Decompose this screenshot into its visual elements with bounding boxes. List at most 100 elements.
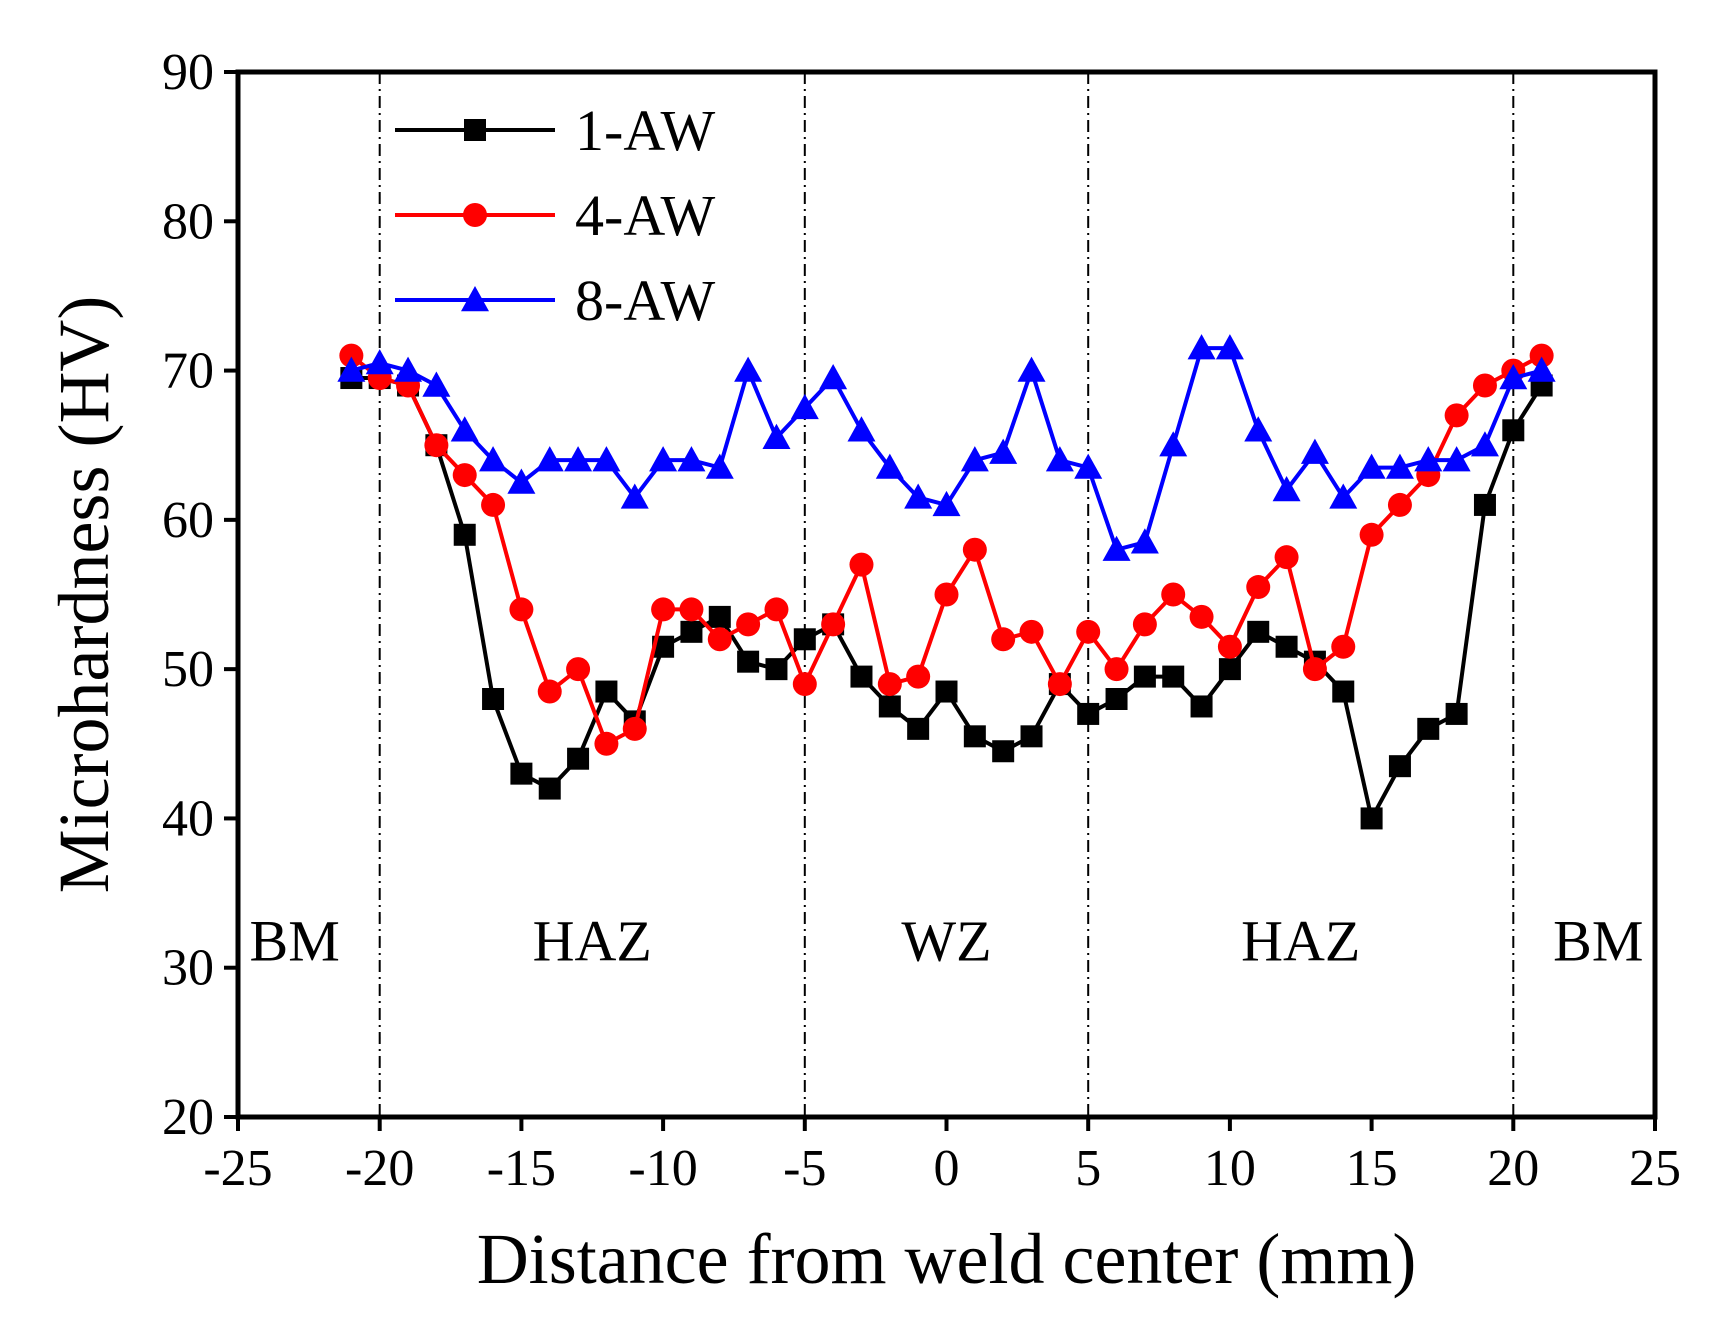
- data-point: [1385, 453, 1414, 479]
- data-point: [821, 612, 846, 637]
- data-point: [481, 492, 506, 517]
- data-point: [962, 537, 987, 562]
- data-point: [1300, 438, 1329, 464]
- data-point: [1074, 453, 1103, 479]
- data-point: [622, 716, 647, 741]
- legend-label: 4-AW: [575, 183, 716, 248]
- data-point: [507, 468, 536, 494]
- data-point: [1190, 695, 1213, 718]
- y-tick-label: 60: [162, 492, 214, 549]
- data-point: [1331, 634, 1356, 659]
- data-point: [1020, 725, 1043, 748]
- series-layer: [337, 334, 1556, 830]
- data-point: [1274, 545, 1299, 570]
- x-tick-label: 25: [1629, 1140, 1681, 1197]
- x-tick-label: -15: [487, 1140, 556, 1197]
- data-point: [1357, 453, 1386, 479]
- data-point: [1529, 343, 1554, 368]
- series-8-AW: [337, 334, 1556, 561]
- y-axis-title: Microhardness (HV): [44, 296, 124, 894]
- data-point: [932, 490, 961, 517]
- data-point: [337, 356, 366, 382]
- data-point: [592, 446, 621, 472]
- data-point: [1105, 688, 1128, 710]
- data-point: [679, 597, 704, 622]
- data-point: [992, 740, 1015, 763]
- legend-marker: [461, 286, 489, 312]
- data-point: [708, 605, 731, 628]
- series-line: [350, 346, 1543, 552]
- data-point: [1159, 431, 1188, 457]
- data-point: [906, 664, 931, 689]
- data-point: [790, 393, 819, 420]
- y-tick-label: 50: [162, 641, 214, 698]
- data-point: [1246, 575, 1271, 600]
- data-point: [1215, 334, 1244, 360]
- data-point: [594, 731, 619, 756]
- data-point: [1217, 634, 1242, 659]
- region-label: BM: [1553, 908, 1643, 973]
- data-point: [394, 356, 423, 382]
- data-point: [1017, 356, 1046, 382]
- series-4-AW: [339, 343, 1554, 756]
- data-point: [1045, 446, 1074, 472]
- data-point: [849, 552, 874, 577]
- data-point: [1130, 528, 1159, 554]
- data-point: [1444, 403, 1469, 428]
- data-point: [567, 747, 590, 770]
- data-point: [762, 423, 791, 449]
- data-point: [510, 762, 533, 785]
- data-point: [452, 463, 477, 488]
- data-point: [595, 680, 618, 703]
- x-tick-label: -10: [628, 1140, 697, 1197]
- data-point: [707, 627, 732, 652]
- data-point: [537, 679, 562, 704]
- data-point: [1133, 665, 1156, 688]
- region-boundary-lines: [378, 72, 1515, 1117]
- data-point: [1247, 620, 1270, 643]
- legend-label: 8-AW: [575, 268, 716, 333]
- data-point: [991, 627, 1016, 652]
- data-point: [564, 446, 593, 472]
- data-point: [875, 453, 904, 479]
- data-point: [1218, 658, 1241, 681]
- data-point: [1442, 446, 1471, 472]
- data-point: [736, 612, 761, 637]
- x-tick-label: 15: [1346, 1140, 1398, 1197]
- data-point: [1417, 717, 1440, 740]
- legend-label: 1-AW: [575, 98, 716, 163]
- data-point: [1104, 657, 1129, 682]
- y-tick-label: 90: [162, 44, 214, 101]
- data-point: [1329, 483, 1358, 509]
- legend-marker: [463, 203, 487, 227]
- data-point: [1332, 680, 1355, 703]
- data-point: [1187, 334, 1216, 360]
- data-point: [1019, 619, 1044, 644]
- data-point: [1414, 446, 1443, 472]
- data-point: [1076, 619, 1101, 644]
- data-point: [1472, 373, 1497, 398]
- y-tick-label: 40: [162, 790, 214, 847]
- data-point: [677, 446, 706, 472]
- data-point: [764, 597, 789, 622]
- data-point: [1470, 431, 1499, 457]
- data-point: [793, 628, 816, 651]
- data-point: [365, 349, 394, 375]
- data-point: [1445, 702, 1468, 725]
- data-point: [1275, 635, 1298, 658]
- data-point: [1359, 522, 1384, 547]
- data-point: [960, 446, 989, 472]
- x-tick-label: 10: [1204, 1140, 1256, 1197]
- data-point: [1360, 807, 1383, 830]
- data-point: [847, 416, 876, 442]
- data-point: [339, 343, 364, 368]
- y-tick-label: 30: [162, 940, 214, 997]
- x-tick-label: 0: [934, 1140, 960, 1197]
- y-tick-label: 70: [162, 343, 214, 400]
- data-point: [935, 680, 958, 703]
- x-tick-label: -25: [203, 1140, 272, 1197]
- data-point: [1244, 416, 1273, 442]
- data-point: [1388, 755, 1411, 778]
- data-point: [934, 582, 959, 607]
- data-point: [538, 777, 561, 800]
